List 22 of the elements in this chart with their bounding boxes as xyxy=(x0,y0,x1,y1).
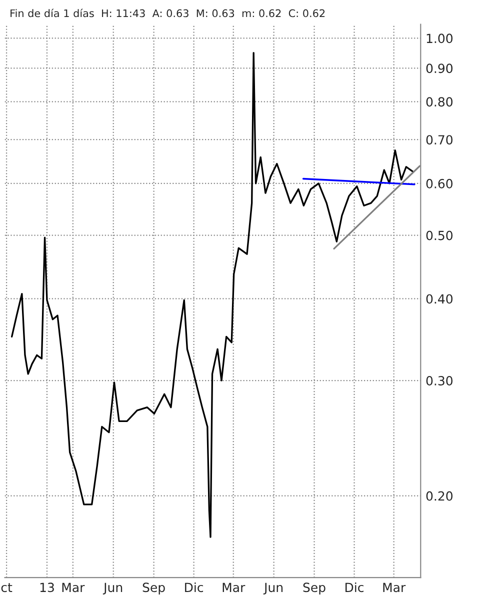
x-tick-label: Jun xyxy=(102,582,122,594)
y-tick-label: 0.60 xyxy=(426,178,453,188)
y-tick-label: 0.40 xyxy=(426,294,453,304)
x-tick-label: ct xyxy=(1,583,12,592)
x-tick-label: Dic xyxy=(346,582,364,592)
y-tick-label: 0.70 xyxy=(426,135,453,145)
x-tick-label: Jun xyxy=(263,582,283,594)
line-series xyxy=(10,52,414,538)
chart-title: Fin de día 1 días H: 11:43 A: 0.63 M: 0.63 m: 0.62 C: 0.62 xyxy=(10,8,325,18)
x-tick-label: Sep xyxy=(142,582,165,595)
x-tick-label: Mar xyxy=(383,582,406,592)
y-tick-label: 0.20 xyxy=(426,491,453,501)
y-tick-label: 0.80 xyxy=(426,97,453,107)
x-tick-label: Mar xyxy=(62,582,85,592)
y-tick-label: 0.30 xyxy=(426,376,453,386)
x-tick-label: Dic xyxy=(185,582,204,592)
y-tick-label: 1.00 xyxy=(426,34,453,44)
x-tick-label: Mar xyxy=(222,582,246,592)
x-tick-label: 13 xyxy=(40,582,54,592)
y-tick-label: 0.50 xyxy=(426,230,453,240)
x-tick-label: Sep xyxy=(303,582,326,595)
y-tick-label: 0.90 xyxy=(426,64,453,74)
